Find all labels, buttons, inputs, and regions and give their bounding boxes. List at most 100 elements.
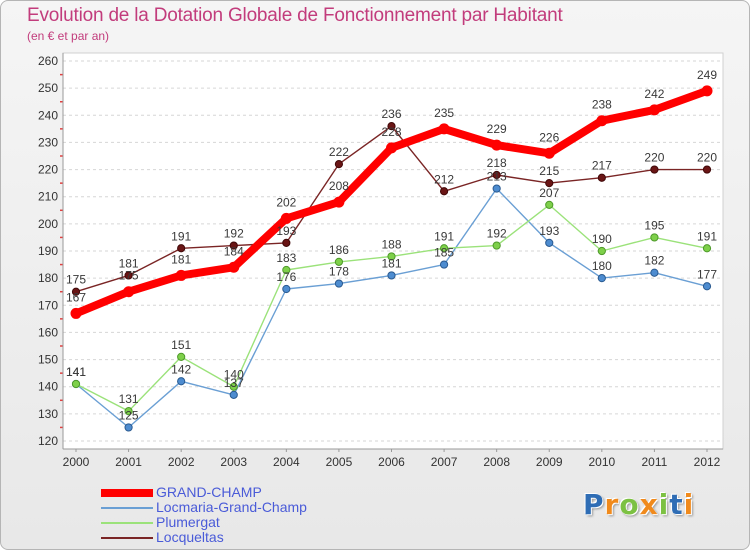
data-point [438,123,450,135]
data-point [439,187,449,196]
legend-label: Plumergat [156,514,220,530]
data-label: 184 [224,244,244,258]
data-point [229,241,238,250]
data-label: 215 [539,164,559,178]
series-plumergat [71,200,712,416]
logo-letter: i [683,488,695,521]
data-label: 238 [592,98,612,112]
data-point [124,271,133,280]
data-point [492,170,501,180]
y-tick-label: 250 [38,81,58,95]
data-label: 218 [487,156,507,170]
data-label: 125 [119,408,139,422]
data-label: 193 [276,224,296,238]
data-label: 192 [487,227,507,241]
data-point [334,160,344,169]
data-label: 242 [644,87,664,101]
y-tick-label: 260 [38,54,58,68]
data-point [650,165,659,174]
data-point [650,233,659,242]
data-point [492,241,501,250]
data-label: 141 [66,365,86,379]
data-label: 167 [66,290,86,304]
x-tick-label: 2000 [63,455,90,469]
legend-item-locqueltas: Locqueltas [101,530,307,545]
data-point [175,269,187,281]
x-tick-label: 2011 [642,455,668,469]
x-tick-label: 2012 [694,455,721,469]
data-point [333,196,345,208]
x-tick-label: 2006 [378,455,405,469]
data-point [70,307,82,319]
data-label: 181 [381,256,401,270]
x-tick-label: 2010 [588,455,615,469]
data-label: 195 [644,218,664,232]
data-label: 192 [224,227,244,241]
data-point [124,407,133,416]
x-tick-label: 2001 [115,455,142,469]
data-label: 212 [434,172,454,186]
data-point [597,173,606,182]
data-label: 217 [592,159,612,173]
data-point [282,284,291,294]
data-label: 222 [329,145,349,159]
legend-label: Locqueltas [156,529,224,545]
data-label: 228 [381,125,401,139]
data-point [334,279,344,288]
data-label: 176 [276,270,296,284]
data-point [282,238,291,247]
x-tick-label: 2005 [326,455,353,469]
y-tick-label: 200 [38,217,58,231]
y-tick-label: 150 [38,353,58,367]
x-tick-label: 2009 [536,455,563,469]
data-label: 229 [487,122,507,136]
data-point [229,382,238,391]
legend-swatch-plumergat [101,521,153,524]
data-label: 181 [171,252,191,266]
legend-item-plumergat: Plumergat [101,515,307,530]
data-point [387,122,396,131]
data-point [177,377,186,386]
legend-label: Locmaria-Grand-Champ [156,499,307,515]
data-point [124,423,133,432]
data-label: 182 [644,254,664,268]
data-label: 183 [276,251,296,265]
y-tick-label: 220 [38,163,58,177]
legend-swatch-grand-champ [101,488,153,497]
data-point [387,271,396,280]
y-tick-label: 230 [38,135,58,149]
chart-title: Evolution de la Dotation Globale de Fonc… [27,5,563,26]
chart-subtitle: (en € et par an) [27,29,110,43]
data-point [701,85,713,97]
data-label: 220 [697,151,717,165]
data-label: 190 [592,232,612,246]
logo-letter: t [669,488,684,521]
legend-item-grand-champ: GRAND-CHAMP [101,485,307,500]
data-label: 236 [381,107,401,121]
legend-item-locmaria-grand-champ: Locmaria-Grand-Champ [101,500,307,515]
data-label: 191 [171,229,191,243]
y-tick-label: 120 [38,434,58,448]
data-point [596,115,608,127]
data-point [492,184,501,193]
series-locqueltas [71,122,712,296]
logo-letter: P [583,488,605,521]
data-label: 220 [644,151,664,165]
x-tick-label: 2004 [273,455,300,469]
x-tick-label: 2003 [220,455,247,469]
data-point [439,244,449,253]
data-point [702,282,712,291]
logo-letter: o [619,488,640,521]
data-point [597,274,606,283]
data-labels: 1671751811842022082282352292262382422491… [66,68,717,423]
y-tick-label: 140 [38,380,58,394]
data-label: 181 [119,256,139,270]
logo-letter: r [604,488,620,521]
data-point [282,265,291,275]
data-point [280,212,292,224]
data-label: 226 [539,130,559,144]
data-label: 208 [329,179,349,193]
logo-letter: i [658,488,670,521]
series-group [70,85,713,432]
